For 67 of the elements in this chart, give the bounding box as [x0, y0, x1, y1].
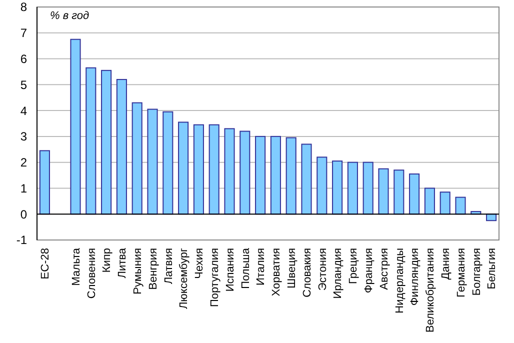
y-tick-label: 8: [20, 0, 28, 14]
bar: [440, 192, 450, 215]
bar: [193, 124, 204, 215]
x-tick-label: Кипр: [101, 248, 114, 273]
bar: [394, 170, 404, 215]
bar: [332, 160, 343, 215]
x-tick-label: Австрия: [378, 248, 390, 290]
x-tick-label: Испания: [224, 248, 236, 292]
x-tick-label: Швеция: [286, 248, 298, 288]
x-tick-label: Мальта: [70, 247, 82, 286]
x-tick-label: Германия: [455, 248, 468, 298]
x-tick-label: Румыния: [132, 248, 144, 294]
x-tick-label: Болгария: [470, 248, 483, 296]
bar: [86, 67, 96, 215]
y-tick-label: 5: [20, 78, 28, 92]
y-tick-label: 0: [20, 207, 28, 222]
bar: [240, 130, 250, 215]
bar: [301, 144, 312, 215]
x-tick-label: Словения: [86, 248, 98, 299]
x-tick-label: Италия: [255, 248, 268, 286]
x-tick-label: Португалия: [208, 248, 221, 307]
y-tick-label: 7: [20, 26, 28, 40]
x-tick-label: Латвия: [162, 248, 175, 284]
y-tick-label: -1: [16, 233, 28, 248]
bar: [116, 78, 127, 215]
x-tick-label: Хорватия: [270, 248, 283, 296]
bar: [147, 108, 158, 215]
x-tick-label: Бельгия: [486, 248, 498, 290]
x-tick-label: Франция: [362, 248, 375, 294]
bar: [455, 196, 466, 215]
bar: [316, 156, 328, 215]
bar: [132, 102, 142, 215]
bar: [362, 162, 374, 215]
bar: [270, 136, 281, 215]
x-tick-label: Финляндия: [409, 248, 422, 306]
x-tick-label: Греция: [348, 248, 360, 284]
bar: [224, 128, 235, 215]
bar: [424, 188, 435, 215]
bar: [255, 136, 266, 215]
bar: [286, 137, 296, 215]
x-tick-label: Литва: [116, 247, 129, 278]
x-tick-label: Ирландия: [332, 248, 344, 299]
bar: [70, 38, 81, 215]
bar: [101, 70, 112, 215]
bar: [39, 150, 50, 215]
y-tick-label: 6: [20, 52, 28, 66]
x-tick-label: Венгрия: [147, 248, 160, 290]
bar: [208, 124, 220, 215]
y-tick-label: 1: [20, 181, 28, 196]
x-tick-label: Эстония: [316, 248, 329, 291]
x-tick-label: Нидерланды: [394, 248, 406, 314]
x-tick-label: ЕС-28: [40, 248, 52, 280]
bar: [178, 122, 189, 215]
x-tick-label: Дания: [440, 248, 452, 280]
y-tick-label: 2: [20, 156, 28, 170]
y-tick-label: 3: [20, 130, 28, 144]
y-tick-label: 4: [20, 104, 28, 118]
bar: [347, 162, 358, 215]
x-tick-label: Люксембург: [178, 248, 190, 310]
x-tick-label: Великобритания: [424, 248, 437, 332]
bar: [162, 111, 174, 215]
x-tick-label: Польша: [240, 247, 252, 289]
x-tick-label: Словакия: [301, 248, 314, 298]
bar: [409, 173, 420, 215]
bar: [378, 168, 389, 215]
x-tick-label: Чехия: [194, 248, 206, 279]
y-axis-title: % в год: [50, 10, 90, 22]
